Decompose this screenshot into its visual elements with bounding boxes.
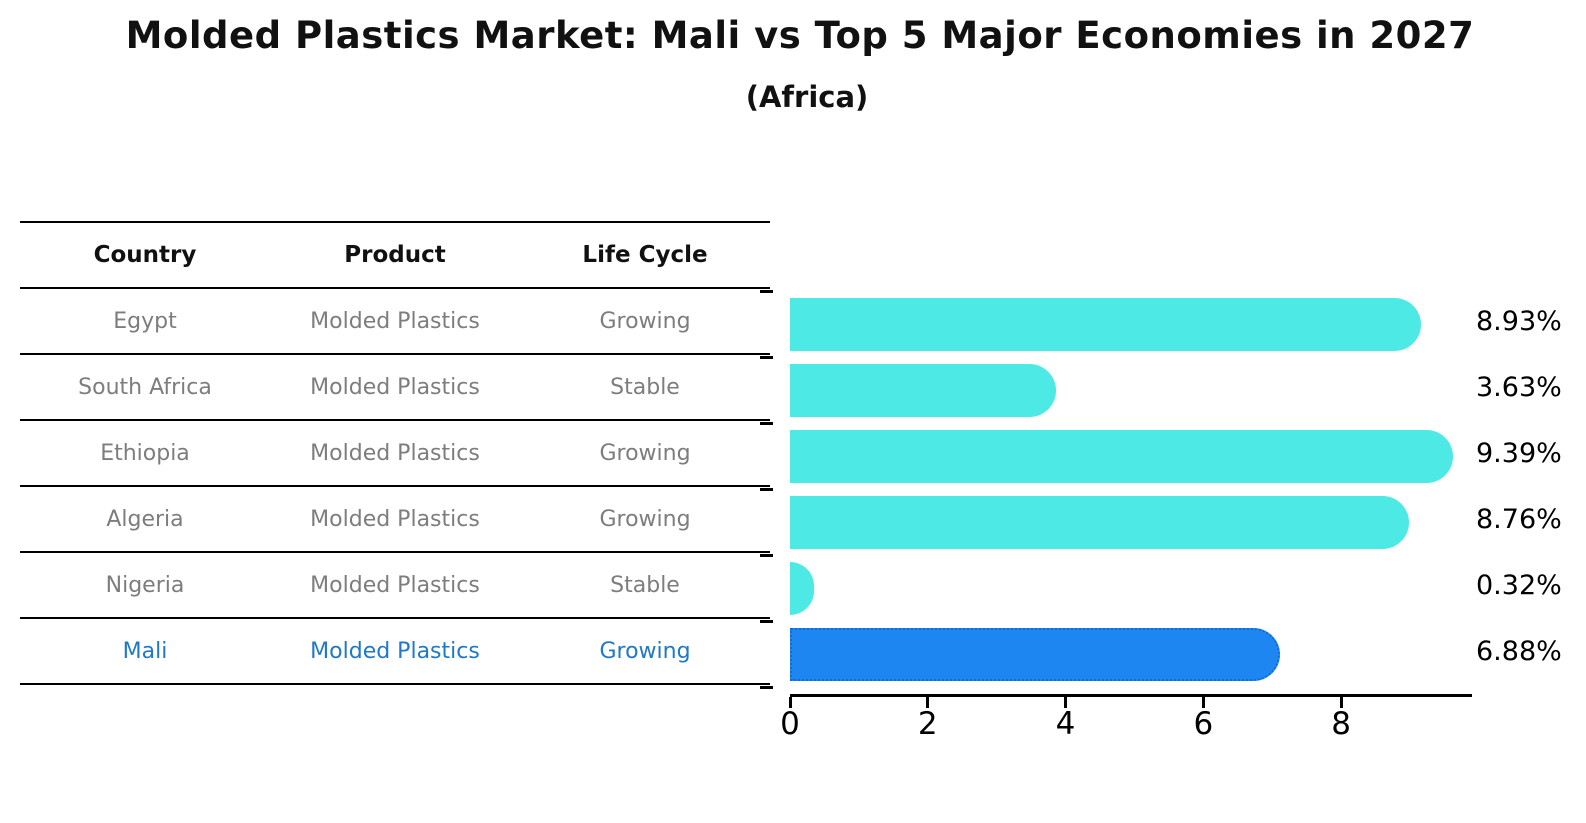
cell-life-cycle: Growing: [599, 638, 691, 664]
x-tick-mark: [788, 697, 792, 708]
x-tick-label: 2: [917, 706, 938, 742]
country-info-table: Country Product Life Cycle Egypt Molded …: [20, 221, 770, 685]
cell-life-cycle: Growing: [599, 440, 691, 466]
cell-life-cycle: Stable: [610, 374, 680, 400]
x-axis-line: [790, 694, 1472, 697]
x-tick-mark: [1339, 697, 1343, 708]
cell-life-cycle: Growing: [599, 308, 691, 334]
value-label-mali: 6.88%: [1476, 636, 1562, 667]
value-label-egypt: 8.93%: [1476, 306, 1562, 337]
x-tick-label: 6: [1193, 706, 1214, 742]
table-row-algeria: Algeria Molded Plastics Growing: [20, 487, 770, 553]
bar-south-africa: [790, 364, 1057, 417]
y-tick-mark: [760, 422, 773, 425]
table-header-row: Country Product Life Cycle: [20, 223, 770, 289]
cell-product: Molded Plastics: [310, 506, 480, 532]
cell-product: Molded Plastics: [310, 374, 480, 400]
x-tick-label: 0: [780, 706, 800, 742]
y-tick-mark: [760, 488, 773, 491]
value-label-south-africa: 3.63%: [1476, 372, 1562, 403]
table-row-mali: Mali Molded Plastics Growing: [20, 619, 770, 685]
bar-nigeria: [790, 562, 815, 615]
y-tick-mark: [760, 686, 773, 689]
y-tick-mark: [760, 356, 773, 359]
x-tick-label: 4: [1055, 706, 1076, 742]
bar-mali: [790, 628, 1280, 681]
cell-country: Ethiopia: [100, 440, 190, 466]
value-label-nigeria: 0.32%: [1476, 570, 1562, 601]
x-tick-label: 8: [1331, 706, 1351, 742]
cell-product: Molded Plastics: [310, 572, 480, 598]
cell-country: Egypt: [113, 308, 177, 334]
cell-life-cycle: Stable: [610, 572, 680, 598]
chart-title: Molded Plastics Market: Mali vs Top 5 Ma…: [125, 14, 1475, 57]
table-row-egypt: Egypt Molded Plastics Growing: [20, 289, 770, 355]
value-label-algeria: 8.76%: [1476, 504, 1562, 535]
value-label-ethiopia: 9.39%: [1476, 438, 1562, 469]
y-tick-mark: [760, 290, 773, 293]
table-row-ethiopia: Ethiopia Molded Plastics Growing: [20, 421, 770, 487]
column-header-life-cycle: Life Cycle: [582, 242, 708, 268]
x-tick-mark: [1201, 697, 1205, 708]
y-tick-mark: [760, 620, 773, 623]
cell-product: Molded Plastics: [310, 638, 480, 664]
bar-algeria: [790, 496, 1410, 549]
cell-product: Molded Plastics: [310, 440, 480, 466]
cell-life-cycle: Growing: [599, 506, 691, 532]
cell-product: Molded Plastics: [310, 308, 480, 334]
cell-country: Algeria: [106, 506, 184, 532]
cell-country: Nigeria: [105, 572, 185, 598]
chart-subtitle: (Africa): [745, 80, 869, 114]
bar-ethiopia: [790, 430, 1453, 483]
y-tick-mark: [760, 554, 773, 557]
cell-country: Mali: [122, 638, 168, 664]
table-row-south-africa: South Africa Molded Plastics Stable: [20, 355, 770, 421]
bar-egypt: [790, 298, 1422, 351]
table-row-nigeria: Nigeria Molded Plastics Stable: [20, 553, 770, 619]
column-header-product: Product: [344, 242, 446, 268]
x-tick-mark: [1064, 697, 1068, 708]
cell-country: South Africa: [78, 374, 212, 400]
x-tick-mark: [926, 697, 930, 708]
column-header-country: Country: [93, 242, 197, 268]
